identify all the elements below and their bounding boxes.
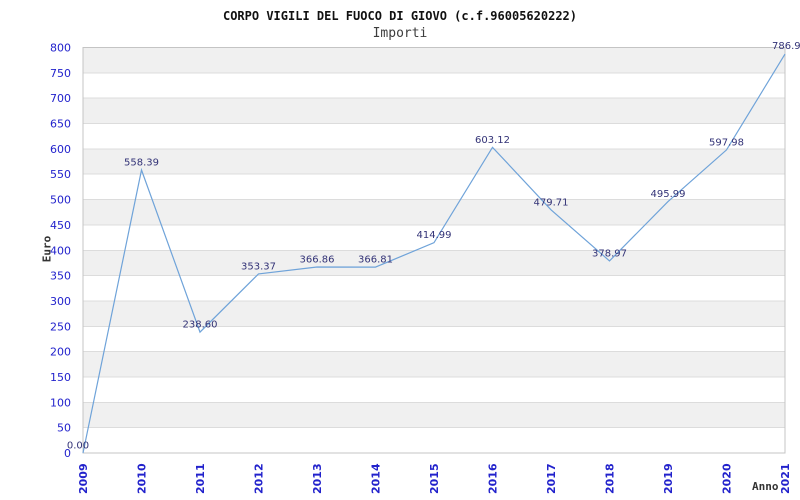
- y-tick-label: 550: [50, 168, 71, 181]
- data-point-label: 786.9: [772, 41, 800, 52]
- data-point-label: 414.99: [417, 230, 452, 241]
- x-tick-label: 2019: [662, 463, 675, 494]
- data-point-label: 378.97: [592, 248, 627, 259]
- plot-band: [83, 98, 785, 124]
- y-tick-label: 0: [64, 447, 71, 460]
- y-tick-label: 150: [50, 371, 71, 384]
- plot-band: [83, 351, 785, 377]
- y-tick-label: 400: [50, 244, 71, 257]
- x-tick-label: 2014: [370, 463, 383, 494]
- y-tick-label: 100: [50, 396, 71, 409]
- x-axis-title: Anno: [752, 480, 779, 493]
- plot-border: [82, 47, 786, 454]
- data-point-label: 597.98: [709, 137, 744, 148]
- y-tick-label: 650: [50, 118, 71, 131]
- y-tick-label: 600: [50, 143, 71, 156]
- x-tick-label: 2012: [253, 463, 266, 494]
- plot-band: [83, 47, 785, 73]
- y-tick-label: 200: [50, 346, 71, 359]
- x-tick-label: 2011: [194, 463, 207, 494]
- x-tick-label: 2017: [545, 463, 558, 494]
- line-series: [82, 53, 786, 454]
- chart-subtitle: Importi: [372, 26, 428, 41]
- y-tick-label: 350: [50, 270, 71, 283]
- y-tick-label: 800: [50, 42, 71, 55]
- x-tick-label: 2020: [721, 463, 734, 494]
- y-tick-label: 500: [50, 194, 71, 207]
- plot-band: [83, 300, 785, 327]
- data-point-label: 603.12: [475, 135, 510, 146]
- x-tick-label: 2021: [779, 463, 792, 494]
- x-tick-label: 2016: [487, 463, 500, 494]
- y-tick-label: 700: [50, 92, 71, 105]
- y-axis-title: Euro: [40, 235, 54, 263]
- y-tick-label: 300: [50, 295, 71, 308]
- x-tick-label: 2013: [311, 463, 324, 494]
- y-tick-label: 450: [50, 219, 71, 232]
- data-point-label: 495.99: [651, 189, 686, 200]
- x-tick-label: 2015: [428, 463, 441, 494]
- data-point-label: 353.37: [241, 261, 276, 272]
- data-point-label: 366.81: [358, 255, 393, 266]
- x-tick-label: 2009: [77, 463, 90, 494]
- y-tick-label: 250: [50, 320, 71, 333]
- data-point-label: 558.39: [124, 157, 159, 168]
- x-tick-label: 2018: [604, 463, 617, 494]
- data-point-label: 366.86: [300, 255, 335, 266]
- y-tick-label: 750: [50, 67, 71, 80]
- x-tick-label: 2010: [136, 463, 149, 494]
- data-point-label: 479.71: [534, 197, 569, 208]
- plot-band: [83, 148, 785, 175]
- plot-band: [83, 402, 785, 428]
- data-point-label: 238.60: [183, 320, 218, 331]
- chart-title: CORPO VIGILI DEL FUOCO DI GIOVO (c.f.960…: [222, 9, 577, 23]
- data-point-label: 0.00: [67, 441, 89, 452]
- y-tick-label: 50: [57, 422, 71, 435]
- plot-band: [83, 250, 785, 276]
- plot-band: [83, 199, 785, 225]
